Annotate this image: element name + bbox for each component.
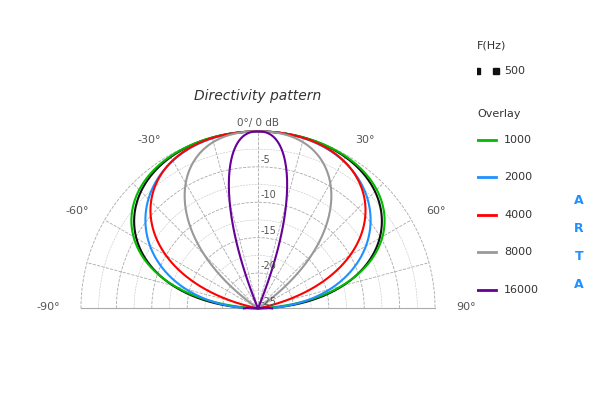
Text: Overlay: Overlay [477,109,521,119]
Text: -30°: -30° [137,135,161,145]
Text: 0°/ 0 dB: 0°/ 0 dB [237,118,279,128]
Text: -15: -15 [260,226,277,236]
Text: 2000: 2000 [504,172,532,182]
Text: -5: -5 [260,155,271,165]
Text: Directivity pattern: Directivity pattern [194,89,322,103]
Text: F(Hz): F(Hz) [477,40,506,50]
Text: 4000: 4000 [504,210,532,220]
Text: 500: 500 [504,66,525,76]
Text: 90°: 90° [456,302,476,312]
Text: A: A [574,194,584,206]
Text: 8000: 8000 [504,247,532,257]
Text: -20: -20 [260,261,277,271]
Text: -10: -10 [260,190,277,200]
Text: 60°: 60° [427,206,446,216]
Text: A: A [574,278,584,290]
Text: -90°: -90° [36,302,60,312]
Text: 16000: 16000 [504,285,539,294]
Text: 1000: 1000 [504,135,532,145]
Text: T: T [575,250,583,262]
Text: 30°: 30° [355,135,375,145]
Text: -25: -25 [260,297,277,307]
Text: R: R [574,222,584,234]
Text: -60°: -60° [66,206,89,216]
